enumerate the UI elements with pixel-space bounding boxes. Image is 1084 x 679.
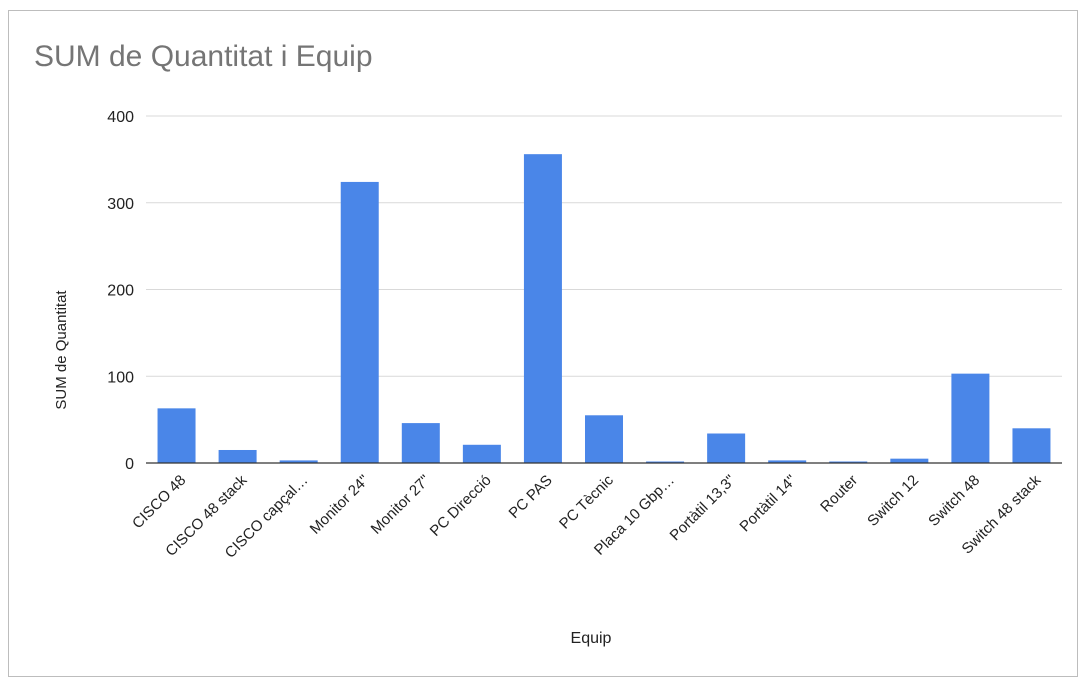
bar (768, 460, 807, 463)
x-tick-label: Portàtil 13,3" (667, 472, 739, 544)
x-axis-title: Equip (571, 630, 612, 647)
x-tick-label: Portàtil 14" (736, 472, 800, 536)
y-tick-label: 100 (107, 369, 134, 386)
x-tick-label: Router (817, 472, 861, 516)
bar (585, 415, 623, 463)
bar (523, 154, 562, 464)
y-axis-title: SUM de Quantitat (53, 290, 70, 410)
y-axis-ticks: 0 100 200 300 400 (107, 109, 134, 473)
x-tick-label: PC Direcció (427, 472, 495, 540)
bar (462, 444, 501, 463)
x-tick-label: CISCO 48 (129, 472, 189, 532)
bars (157, 154, 1051, 464)
bar (1012, 428, 1051, 463)
y-tick-label: 0 (125, 456, 134, 473)
bar (890, 458, 929, 463)
bar (829, 461, 868, 463)
gridlines (146, 115, 1062, 377)
bar (340, 181, 379, 463)
x-tick-label: Switch 12 (864, 472, 922, 530)
bar (951, 373, 990, 463)
bar (157, 408, 196, 463)
bar (707, 433, 746, 463)
bar (218, 449, 257, 463)
chart-title: SUM de Quantitat i Equip (34, 40, 373, 73)
y-tick-label: 200 (107, 283, 134, 300)
x-tick-label: Switch 48 (925, 472, 983, 530)
y-tick-label: 400 (107, 109, 134, 126)
x-tick-label: PC Tècnic (556, 471, 617, 532)
y-tick-label: 300 (107, 196, 134, 213)
bar (401, 423, 440, 463)
bar (279, 460, 318, 463)
x-tick-label: Monitor 27" (368, 472, 434, 538)
x-tick-label: Monitor 24" (307, 472, 373, 538)
bar (646, 461, 685, 463)
x-tick-label: PC PAS (506, 472, 556, 522)
